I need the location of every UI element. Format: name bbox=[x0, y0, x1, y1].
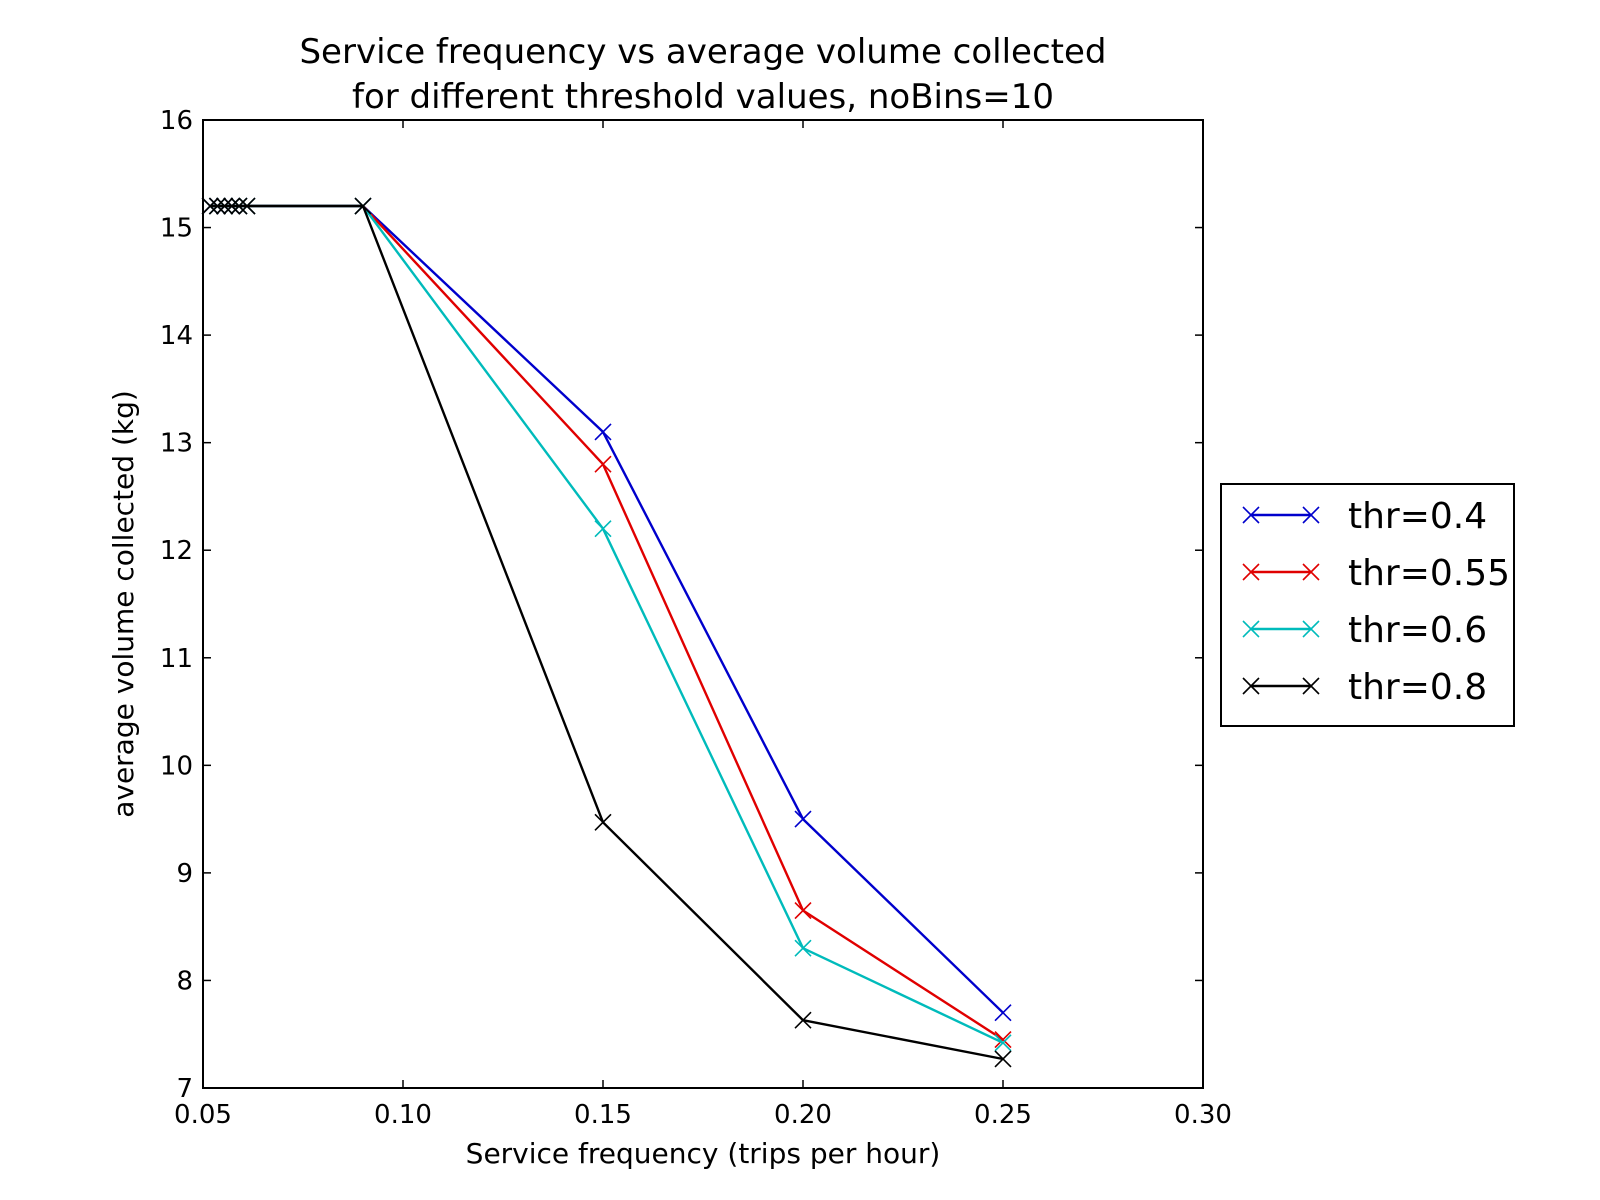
data-point-marker bbox=[223, 197, 241, 215]
chart-title-line: Service frequency vs average volume coll… bbox=[299, 32, 1106, 72]
plot-border bbox=[202, 119, 1204, 1089]
y-tick-label: 14 bbox=[160, 321, 193, 351]
data-point-marker bbox=[994, 1004, 1012, 1022]
y-tick-label: 13 bbox=[160, 429, 193, 459]
x-tick-label: 0.25 bbox=[974, 1100, 1032, 1130]
legend-entry-thr=0.55: thr=0.55 bbox=[1242, 553, 1510, 594]
y-tick-label: 15 bbox=[160, 214, 193, 244]
legend-marker bbox=[1302, 563, 1320, 581]
y-axis-label: average volume collected (kg) bbox=[107, 390, 140, 818]
data-point-marker bbox=[354, 197, 372, 215]
data-point-marker bbox=[794, 1011, 812, 1029]
legend-marker bbox=[1302, 620, 1320, 638]
legend-marker bbox=[1242, 620, 1260, 638]
series-group bbox=[201, 197, 1012, 1068]
chart-title-line: for different threshold values, noBins=1… bbox=[352, 77, 1054, 117]
axis-labels: Service frequency (trips per hour) averag… bbox=[107, 390, 940, 1170]
x-tick-label: 0.10 bbox=[374, 1100, 432, 1130]
legend-label: thr=0.4 bbox=[1348, 496, 1487, 537]
data-point-marker bbox=[794, 810, 812, 828]
legend: thr=0.4 thr=0.55 thr=0.6 thr=0.8 bbox=[1220, 483, 1515, 727]
data-point-marker bbox=[594, 423, 612, 441]
legend-marker bbox=[1242, 506, 1260, 524]
y-tick-label: 10 bbox=[160, 751, 193, 781]
data-point-marker bbox=[794, 939, 812, 957]
y-tick-label: 16 bbox=[160, 106, 193, 136]
axis-ticks: 0.05 0.10 0.15 0.20 0.25 0.30 7 8 9 10 11 12 13 14 15 1… bbox=[160, 106, 1232, 1130]
x-tick-label: 0.05 bbox=[174, 1100, 232, 1130]
plot-frame bbox=[202, 119, 1204, 1089]
y-tick-label: 12 bbox=[160, 536, 193, 566]
legend-marker bbox=[1242, 677, 1260, 695]
legend-marker bbox=[1242, 563, 1260, 581]
legend-label: thr=0.55 bbox=[1348, 553, 1510, 594]
legend-entry-thr=0.8: thr=0.8 bbox=[1242, 667, 1487, 708]
y-tick-label: 8 bbox=[176, 966, 193, 996]
data-point-marker bbox=[208, 197, 226, 215]
y-tick-label: 11 bbox=[160, 644, 193, 674]
legend-entry-thr=0.6: thr=0.6 bbox=[1242, 610, 1487, 651]
x-axis-label: Service frequency (trips per hour) bbox=[466, 1137, 941, 1170]
x-tick-label: 0.20 bbox=[774, 1100, 832, 1130]
data-point-marker bbox=[230, 197, 248, 215]
data-point-marker bbox=[594, 813, 612, 831]
data-point-marker bbox=[994, 1031, 1012, 1049]
plot-area bbox=[203, 120, 1203, 1088]
data-point-marker bbox=[216, 197, 234, 215]
x-tick-label: 0.30 bbox=[1174, 1100, 1232, 1130]
series-line bbox=[210, 204, 1004, 1061]
y-tick-label: 7 bbox=[176, 1074, 193, 1104]
data-point-marker bbox=[994, 1050, 1012, 1068]
legend-marker bbox=[1302, 677, 1320, 695]
series-thr=0.8 bbox=[201, 197, 1012, 1068]
data-point-marker bbox=[994, 1034, 1012, 1052]
legend-label: thr=0.8 bbox=[1348, 667, 1487, 708]
legend-label: thr=0.6 bbox=[1348, 610, 1487, 651]
plot-background bbox=[203, 120, 1203, 1088]
data-point-marker bbox=[238, 197, 256, 215]
legend-marker bbox=[1302, 506, 1320, 524]
data-point-marker bbox=[201, 197, 219, 215]
legend-entry-thr=0.4: thr=0.4 bbox=[1242, 496, 1487, 537]
y-tick-label: 9 bbox=[176, 859, 193, 889]
data-point-marker bbox=[794, 901, 812, 920]
chart-title: Service frequency vs average volume coll… bbox=[299, 32, 1106, 117]
x-tick-label: 0.15 bbox=[574, 1100, 632, 1130]
data-point-marker bbox=[594, 520, 612, 538]
data-point-marker bbox=[594, 455, 612, 473]
